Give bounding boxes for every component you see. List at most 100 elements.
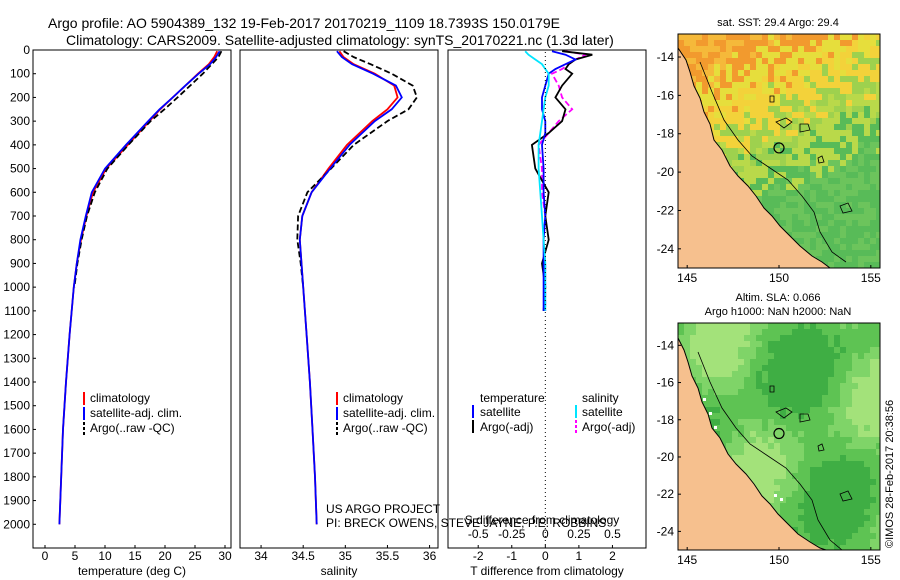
x-tick-label: 34	[254, 549, 268, 563]
x-tick-label: 36	[423, 549, 437, 563]
argo-float-marker	[773, 142, 785, 154]
x-tick-label: 15	[128, 549, 142, 563]
salinity-xlabel: salinity	[321, 564, 358, 578]
depth-tick-label: 400	[10, 138, 30, 152]
legend-label-argo: Argo(..raw -QC)	[343, 421, 428, 435]
project-credit: US ARGO PROJECT	[326, 502, 441, 516]
legend-header-temperature: temperature	[480, 391, 545, 405]
depth-tick-label: 1000	[3, 280, 30, 294]
sla-map-title: Altim. SLA: 0.066	[736, 292, 821, 304]
temperature-climatology-line	[58, 50, 219, 525]
map-x-tick-label: 150	[769, 271, 789, 285]
depth-tick-label: 200	[10, 90, 30, 104]
depth-tick-label: 500	[10, 162, 30, 176]
diff-s-satellite-line	[524, 50, 550, 311]
s-diff-tick-label: 0.5	[604, 527, 621, 541]
legend-label-climatology: climatology	[90, 391, 150, 405]
x-tick-label: -1	[506, 549, 517, 563]
depth-tick-label: 2000	[3, 517, 30, 531]
map-x-tick-label: 145	[677, 271, 697, 285]
salinity-argo-line	[296, 50, 418, 288]
x-tick-label: -2	[473, 549, 484, 563]
imos-timestamp: ©IMOS 28-Feb-2017 20:38:56	[884, 400, 896, 548]
map-y-tick-label: -22	[657, 487, 675, 501]
map-y-tick-label: -24	[657, 242, 675, 256]
x-tick-label: 0	[42, 549, 49, 563]
map-y-tick-label: -16	[657, 376, 675, 390]
x-tick-label: 1	[576, 549, 583, 563]
depth-tick-label: 0	[23, 43, 30, 57]
depth-tick-label: 1300	[3, 351, 30, 365]
temperature-legend: climatology satellite-adj. clim. Argo(..…	[83, 391, 182, 435]
depth-tick-label: 1500	[3, 399, 30, 413]
difference-x-axis: -2 -1 0 1 2	[473, 545, 616, 563]
pi-credit: PI: BRECK OWENS, STEVE JAYNE, P.E. ROBBI…	[326, 516, 606, 530]
temperature-x-axis: 0 5 10 15 20 25 30	[42, 545, 232, 563]
temperature-argo-line	[73, 50, 223, 288]
x-tick-label: 5	[72, 549, 79, 563]
depth-tick-label: 1400	[3, 375, 30, 389]
map-y-tick-label: -18	[657, 127, 675, 141]
salinity-series	[296, 50, 418, 525]
difference-series	[524, 50, 593, 311]
sla-map	[678, 323, 880, 550]
x-tick-label: 35.5	[376, 549, 400, 563]
depth-tick-label: 900	[10, 256, 30, 270]
station-dot	[774, 494, 777, 497]
coastline-sst	[678, 47, 831, 268]
reefs-sst	[769, 95, 853, 214]
depth-tick-label: 1700	[3, 446, 30, 460]
s-diff-tick-label: 0	[542, 527, 549, 541]
x-tick-label: 10	[98, 549, 112, 563]
map-y-tick-label: -20	[657, 165, 675, 179]
map-x-tick-label: 145	[677, 553, 697, 567]
x-tick-label: 30	[218, 549, 232, 563]
legend-label-t-argo: Argo(-adj)	[480, 420, 533, 434]
map-y-tick-label: -20	[657, 450, 675, 464]
map-x-tick-label: 150	[769, 553, 789, 567]
depth-tick-label: 600	[10, 185, 30, 199]
coastline-sla	[678, 337, 827, 550]
legend-label-satellite: satellite-adj. clim.	[343, 406, 435, 420]
sst-map-axes: 145 150 155 -14 -16 -18 -20 -22 -24	[657, 50, 881, 285]
salinity-legend: climatology satellite-adj. clim. Argo(..…	[336, 391, 435, 435]
x-tick-label: 2	[609, 549, 616, 563]
x-tick-label: 34.5	[292, 549, 316, 563]
map-x-tick-label: 155	[861, 271, 881, 285]
sla-map-subtitle: Argo h1000: NaN h2000: NaN	[705, 306, 852, 318]
depth-axis: 0 100 200 300 400 500 600 700 800 900 1000 1100 1200…	[3, 43, 36, 531]
station-dot	[709, 412, 712, 415]
x-tick-label: 20	[158, 549, 172, 563]
depth-tick-label: 1600	[3, 422, 30, 436]
sla-map-axes: 145 150 155 -14 -16 -18 -20 -22 -24	[657, 338, 881, 567]
title-line-1: Argo profile: AO 5904389_132 19-Feb-2017…	[48, 15, 560, 31]
station-dot	[703, 398, 706, 401]
temperature-panel-frame	[32, 49, 232, 549]
isobath-sla	[697, 351, 843, 550]
map-y-tick-label: -24	[657, 524, 675, 538]
depth-tick-label: 1900	[3, 494, 30, 508]
salinity-satellite-line	[298, 50, 403, 525]
map-y-tick-label: -16	[657, 88, 675, 102]
temperature-satellite-line	[58, 50, 221, 525]
sst-map-title: sat. SST: 29.4 Argo: 29.4	[717, 17, 839, 29]
map-y-tick-label: -18	[657, 413, 675, 427]
depth-tick-label: 1800	[3, 470, 30, 484]
sst-map	[678, 34, 880, 268]
station-dot	[714, 426, 717, 429]
salinity-x-axis: 34 34.5 35 35.5 36	[254, 545, 437, 563]
depth-tick-label: 1100	[4, 304, 30, 318]
x-tick-label: 0	[542, 549, 549, 563]
depth-tick-label: 100	[10, 67, 30, 81]
legend-label-t-satellite: satellite	[480, 405, 521, 419]
difference-panel-frame	[447, 49, 647, 549]
legend-label-climatology: climatology	[343, 391, 403, 405]
depth-tick-label: 800	[10, 233, 30, 247]
s-diff-tick-label: -0.25	[498, 527, 526, 541]
station-dot	[780, 498, 783, 501]
difference-legend: temperature salinity satellite Argo(-adj…	[472, 391, 635, 434]
salinity-difference-axis: -0.5 -0.25 0 0.25 0.5	[468, 527, 621, 541]
salinity-panel-frame	[239, 49, 439, 549]
temperature-xlabel: temperature (deg C)	[78, 564, 186, 578]
